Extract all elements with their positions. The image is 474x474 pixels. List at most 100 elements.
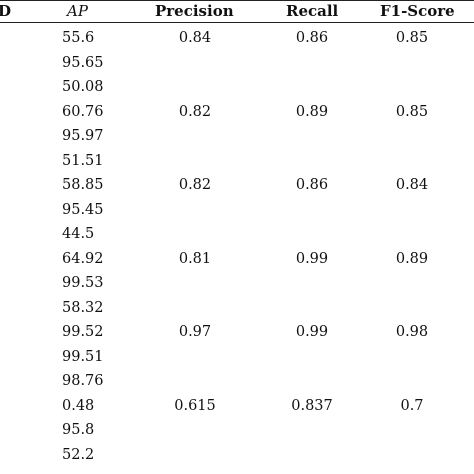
table-row: 98.76 bbox=[0, 369, 474, 394]
table-row: 95.65 bbox=[0, 51, 474, 76]
header-id: D bbox=[0, 2, 12, 20]
f1-score-cell bbox=[362, 418, 462, 443]
precision-cell bbox=[136, 418, 254, 443]
ap-cell: 99.51 bbox=[62, 348, 104, 365]
table-row: 58.32 bbox=[0, 296, 474, 321]
table-row: 99.52 0.97 0.99 0.98 bbox=[0, 320, 474, 345]
f1-score-cell bbox=[362, 222, 462, 247]
precision-cell bbox=[136, 198, 254, 223]
recall-cell bbox=[262, 124, 362, 149]
precision-cell: 0.82 bbox=[178, 103, 212, 120]
f1-score-cell bbox=[362, 369, 462, 394]
precision-cell bbox=[136, 296, 254, 321]
f1-score-cell bbox=[362, 443, 462, 468]
table-header: D AP Precision Recall F1-Score bbox=[0, 0, 474, 22]
f1-score-cell bbox=[362, 345, 462, 370]
ap-cell: 99.52 bbox=[62, 324, 104, 340]
precision-cell bbox=[136, 51, 254, 76]
f1-score-cell bbox=[362, 198, 462, 223]
recall-cell bbox=[262, 345, 362, 370]
precision-cell: 0.97 bbox=[178, 324, 212, 340]
precision-cell: 0.81 bbox=[178, 250, 212, 267]
table-row: 50.08 bbox=[0, 75, 474, 100]
ap-cell: 52.2 bbox=[62, 446, 95, 463]
recall-cell bbox=[262, 443, 362, 468]
ap-cell: 95.45 bbox=[62, 201, 104, 218]
table-row: 99.53 bbox=[0, 271, 474, 296]
f1-score-cell bbox=[362, 124, 462, 149]
precision-cell bbox=[136, 75, 254, 100]
ap-cell: 95.65 bbox=[62, 54, 104, 71]
table-row: 95.8 bbox=[0, 418, 474, 443]
ap-cell: 58.85 bbox=[62, 177, 104, 193]
table-row: 99.51 bbox=[0, 345, 474, 370]
f1-score-cell bbox=[362, 296, 462, 321]
recall-cell bbox=[262, 75, 362, 100]
ap-cell: 55.6 bbox=[62, 30, 95, 46]
f1-score-cell: 0.89 bbox=[395, 250, 429, 267]
table-row: 52.2 bbox=[0, 443, 474, 468]
f1-score-cell: 0.7 bbox=[400, 397, 424, 414]
ap-cell: 44.5 bbox=[62, 226, 95, 242]
header-precision: Precision bbox=[155, 2, 234, 20]
recall-cell bbox=[262, 198, 362, 223]
table-row: 64.92 0.81 0.99 0.89 bbox=[0, 247, 474, 272]
precision-cell bbox=[136, 443, 254, 468]
ap-cell: 64.92 bbox=[62, 250, 104, 267]
ap-cell: 51.51 bbox=[62, 152, 104, 169]
precision-cell bbox=[136, 149, 254, 174]
recall-cell: 0.86 bbox=[295, 177, 329, 193]
recall-cell: 0.837 bbox=[291, 397, 333, 414]
f1-score-cell: 0.84 bbox=[395, 177, 429, 193]
recall-cell bbox=[262, 369, 362, 394]
recall-cell bbox=[262, 271, 362, 296]
f1-score-cell bbox=[362, 271, 462, 296]
table-body: 55.6 0.84 0.86 0.85 95.65 50.08 60.76 0.82 0.89 0… bbox=[0, 26, 474, 467]
precision-cell bbox=[136, 369, 254, 394]
f1-score-cell bbox=[362, 75, 462, 100]
f1-score-cell: 0.98 bbox=[395, 324, 429, 340]
header-rule bbox=[0, 22, 474, 23]
table-row: 44.5 bbox=[0, 222, 474, 247]
ap-cell: 50.08 bbox=[62, 79, 104, 95]
ap-cell: 99.53 bbox=[62, 275, 104, 291]
ap-cell: 98.76 bbox=[62, 373, 104, 389]
table-row: 60.76 0.82 0.89 0.85 bbox=[0, 100, 474, 125]
f1-score-cell: 0.85 bbox=[395, 30, 429, 46]
precision-cell bbox=[136, 271, 254, 296]
table-row: 51.51 bbox=[0, 149, 474, 174]
ap-cell: 58.32 bbox=[62, 299, 104, 316]
recall-cell: 0.86 bbox=[295, 30, 329, 46]
ap-cell: 95.8 bbox=[62, 422, 95, 438]
recall-cell bbox=[262, 296, 362, 321]
f1-score-cell: 0.85 bbox=[395, 103, 429, 120]
recall-cell bbox=[262, 418, 362, 443]
ap-cell: 60.76 bbox=[62, 103, 104, 120]
recall-cell bbox=[262, 149, 362, 174]
recall-cell: 0.99 bbox=[295, 250, 329, 267]
table-row: 58.85 0.82 0.86 0.84 bbox=[0, 173, 474, 198]
header-ap: AP bbox=[67, 2, 88, 20]
table-row: 55.6 0.84 0.86 0.85 bbox=[0, 26, 474, 51]
header-recall: Recall bbox=[286, 2, 339, 20]
precision-cell bbox=[136, 124, 254, 149]
table-row: 95.97 bbox=[0, 124, 474, 149]
precision-cell: 0.615 bbox=[174, 397, 216, 414]
f1-score-cell bbox=[362, 149, 462, 174]
ap-cell: 0.48 bbox=[62, 397, 95, 414]
recall-cell: 0.89 bbox=[295, 103, 329, 120]
table-row: 95.45 bbox=[0, 198, 474, 223]
recall-cell bbox=[262, 51, 362, 76]
ap-cell: 95.97 bbox=[62, 128, 104, 144]
table-row: 0.48 0.615 0.837 0.7 bbox=[0, 394, 474, 419]
recall-cell: 0.99 bbox=[295, 324, 329, 340]
header-f1-score: F1-Score bbox=[380, 2, 455, 20]
precision-cell: 0.82 bbox=[178, 177, 212, 193]
precision-cell bbox=[136, 222, 254, 247]
recall-cell bbox=[262, 222, 362, 247]
precision-cell bbox=[136, 345, 254, 370]
top-rule bbox=[0, 0, 474, 1]
f1-score-cell bbox=[362, 51, 462, 76]
precision-cell: 0.84 bbox=[178, 30, 212, 46]
